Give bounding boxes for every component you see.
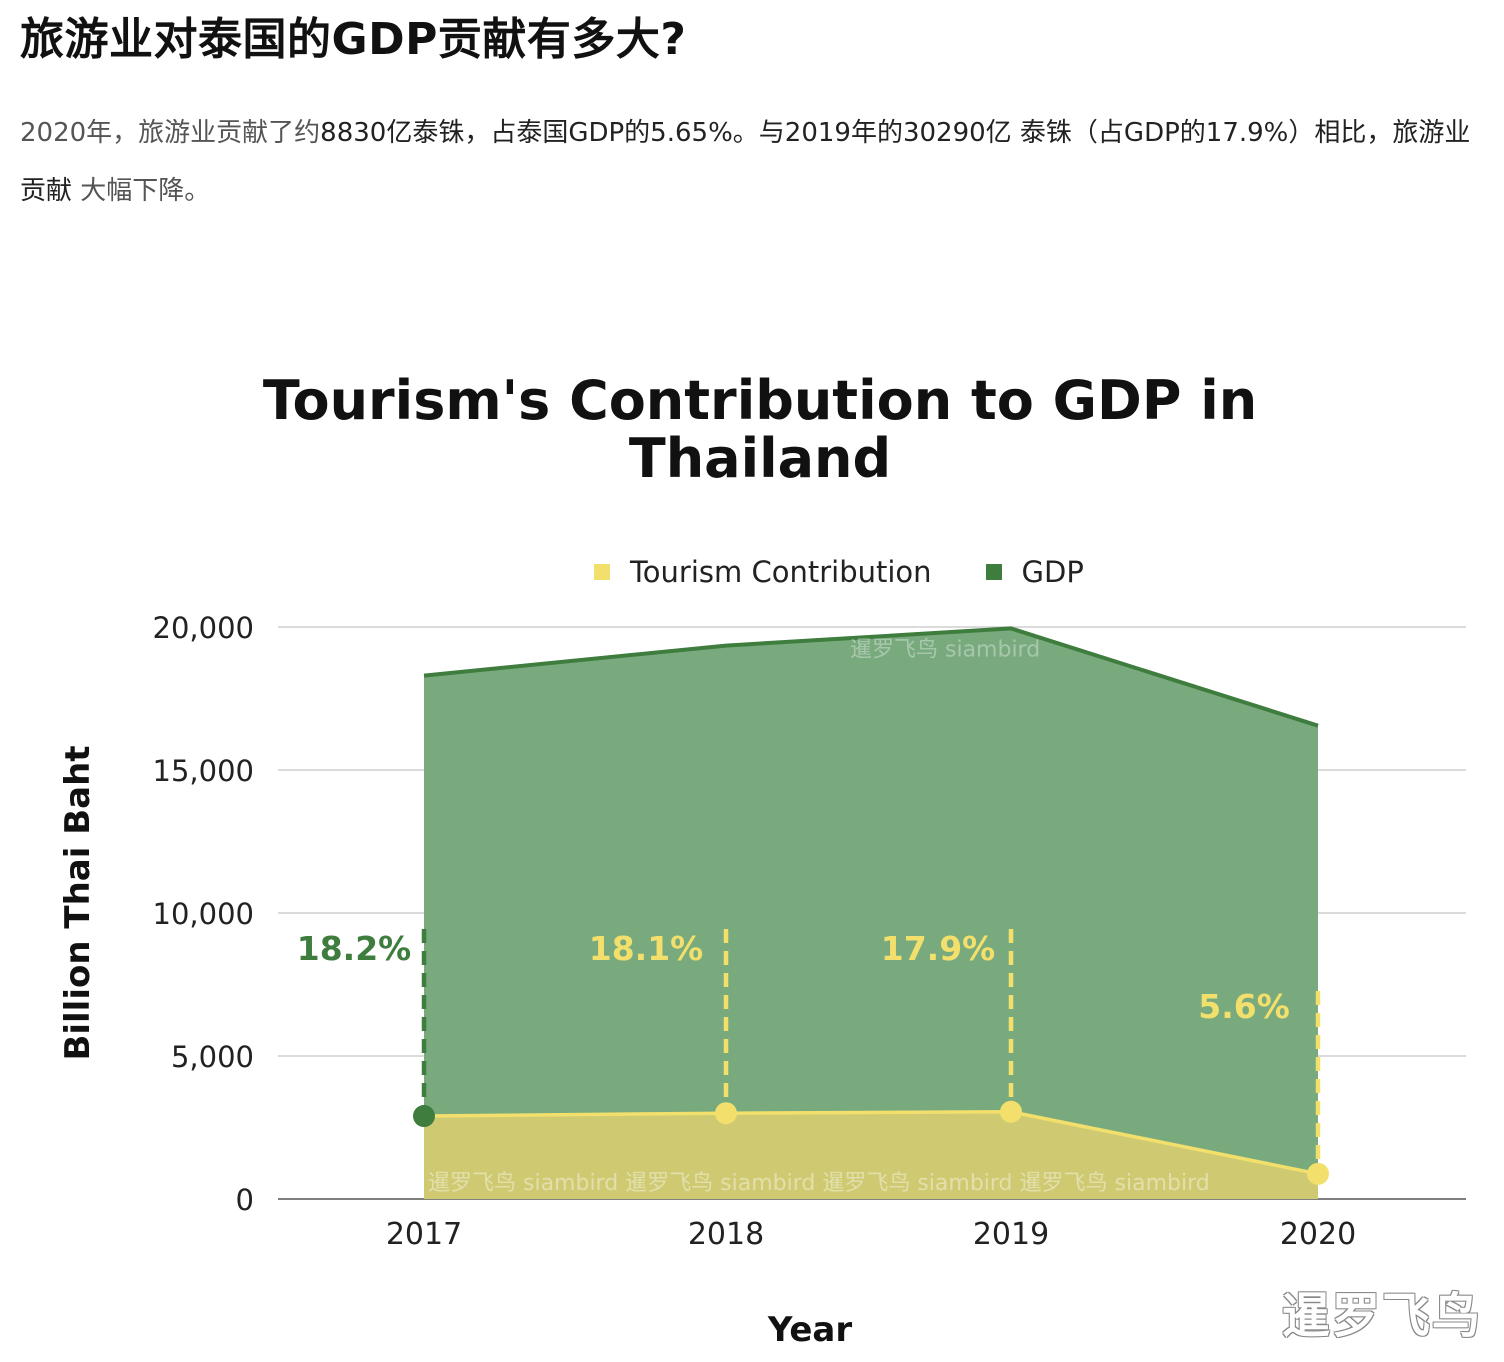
legend-item-gdp: GDP xyxy=(985,555,1084,589)
annotation-label-2017: 18.2% xyxy=(297,929,412,968)
watermark-text-bottom: 暹罗飞鸟 siambird 暹罗飞鸟 siambird 暹罗飞鸟 siambir… xyxy=(428,1171,1210,1196)
tourism-point-2020 xyxy=(1307,1162,1329,1185)
legend-label-tourism: Tourism Contribution xyxy=(630,555,932,589)
legend-swatch-gdp xyxy=(985,564,1002,580)
x-axis-label: Year xyxy=(767,1310,853,1350)
x-tick-label-2020: 2020 xyxy=(1280,1217,1356,1252)
paragraph-part-1: 2020年，旅游业贡献了约 xyxy=(20,118,321,148)
paragraph-part-2: 8830亿泰铢，占泰国GDP的5.65%。与2019年的30290亿 泰铢（占G… xyxy=(20,118,1471,206)
x-tick-label-2017: 2017 xyxy=(386,1217,462,1252)
y-tick-label-3: 15,000 xyxy=(153,754,254,788)
article-heading: 旅游业对泰国的GDP贡献有多大? xyxy=(20,14,687,65)
gdp-area xyxy=(424,628,1318,1199)
tourism-point-2017 xyxy=(413,1105,435,1128)
y-axis-label-text: Billion Thai Baht xyxy=(58,745,98,1061)
tourism-area xyxy=(424,1111,1318,1199)
chart-legend: Tourism Contribution GDP xyxy=(594,552,1084,592)
brand-watermark: 暹罗飞鸟 xyxy=(1282,1288,1483,1344)
tourism-point-2019 xyxy=(1000,1100,1022,1123)
paragraph-part-3: 大幅下降。 xyxy=(72,176,211,206)
y-tick-label-1: 5,000 xyxy=(171,1040,254,1074)
watermark-text-top: 暹罗飞鸟 siambird xyxy=(850,637,1040,662)
x-tick-label-2018: 2018 xyxy=(688,1217,764,1252)
x-tick-label-2019: 2019 xyxy=(973,1217,1049,1252)
annotation-label-2019: 17.9% xyxy=(881,929,996,968)
tourism-line xyxy=(423,1110,1319,1176)
y-tick-label-0: 0 xyxy=(236,1183,254,1217)
y-tick-label-4: 20,000 xyxy=(153,611,254,645)
chart-title: Tourism's Contribution to GDP in Thailan… xyxy=(262,369,1258,490)
annotation-label-2018: 18.1% xyxy=(589,929,704,968)
annotation-label-2020: 5.6% xyxy=(1198,987,1290,1026)
y-tick-label-2: 10,000 xyxy=(153,897,254,931)
tourism-point-2018 xyxy=(715,1102,737,1125)
article-paragraph: 2020年，旅游业贡献了约8830亿泰铢，占泰国GDP的5.65%。与2019年… xyxy=(20,104,1490,220)
gdp-line xyxy=(423,626,1319,728)
legend-swatch-tourism xyxy=(594,564,610,580)
legend-label-gdp: GDP xyxy=(1021,555,1084,589)
legend-item-tourism: Tourism Contribution xyxy=(594,555,932,589)
